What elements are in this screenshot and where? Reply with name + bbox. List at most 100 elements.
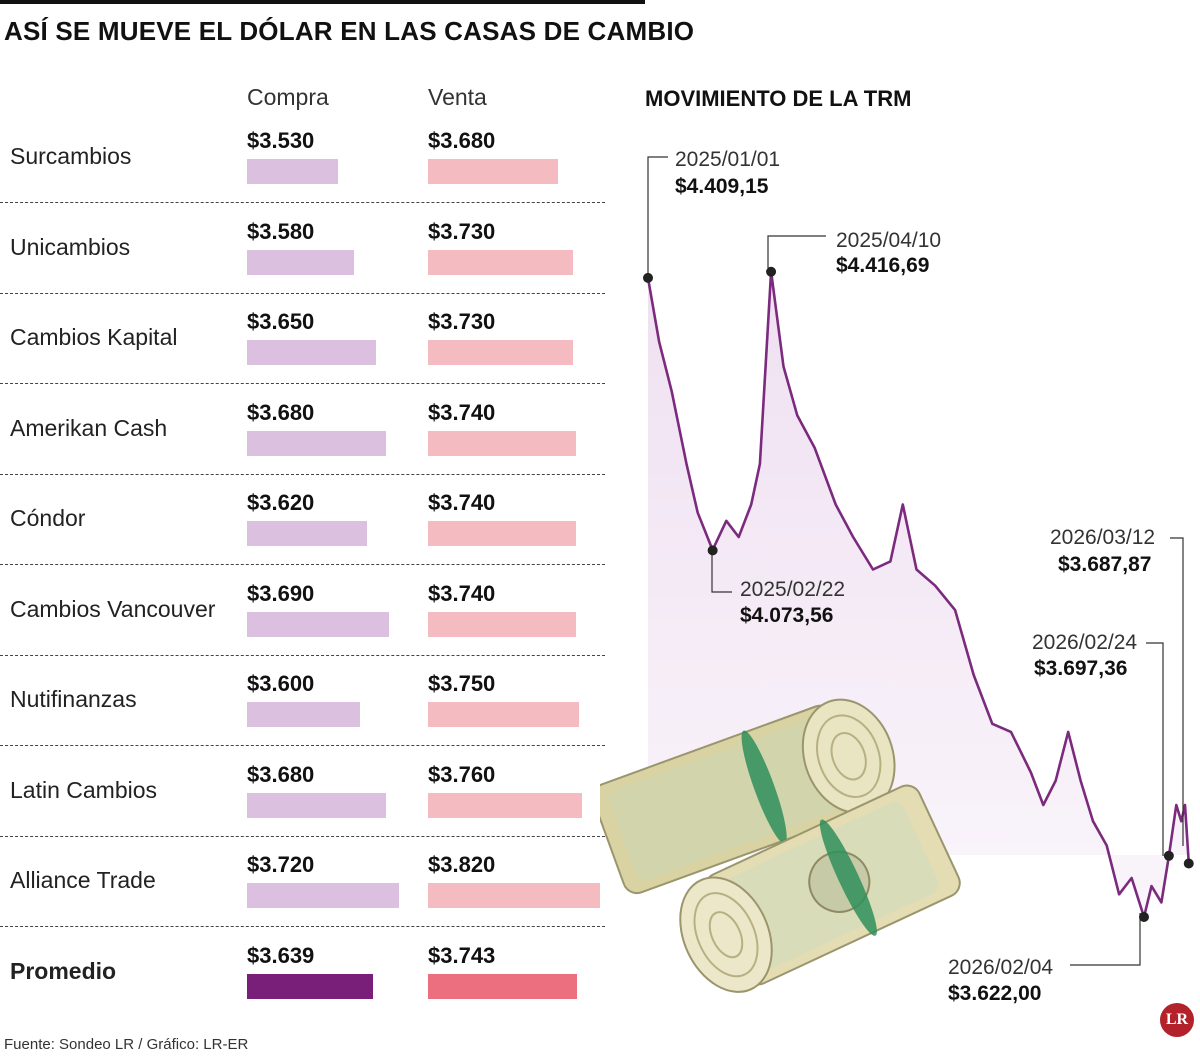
annotation-leader-line — [767, 235, 826, 268]
annotation-point — [1163, 850, 1174, 861]
sell-value: $3.740 — [428, 490, 496, 515]
table-row: Cóndor $3.620 $3.740 — [0, 475, 605, 565]
row-divider — [0, 202, 605, 203]
table-row: Amerikan Cash $3.680 $3.740 — [0, 385, 605, 475]
annotation-leader-line — [647, 156, 668, 275]
sell-value: $3.740 — [428, 399, 496, 425]
table-row: Alliance Trade $3.720 $3.820 — [0, 837, 605, 927]
buy-bar — [247, 792, 387, 818]
sell-bar — [428, 340, 573, 365]
trm-series-line — [646, 270, 1191, 919]
row-divider — [0, 835, 605, 837]
buy-value: $3.600 — [247, 671, 315, 696]
exchange-house-name: Amerikan Cash — [10, 414, 168, 441]
buy-value: $3.720 — [247, 852, 315, 877]
annotation-date-feb-low: 2025/02/22 — [740, 578, 846, 601]
buy-value: $3.680 — [247, 761, 315, 787]
annotation-date-min: 2026/02/04 — [948, 956, 1054, 979]
buy-bar — [247, 883, 399, 908]
table-row: Unicambios $3.580 $3.730 — [0, 204, 605, 294]
column-header-sell: Venta — [428, 84, 487, 110]
average-row: Promedio $3.639 $3.743 — [0, 928, 605, 1018]
table-row: Cambios Vancouver $3.690 $3.740 — [0, 566, 605, 656]
buy-bar — [247, 430, 387, 456]
exchange-house-name: Cambios Vancouver — [10, 595, 216, 622]
row-divider — [0, 654, 605, 656]
exchange-house-name: Cambios Kapital — [10, 324, 178, 350]
buy-bar — [247, 702, 361, 727]
exchange-house-name: Cóndor — [10, 505, 86, 531]
row-divider — [0, 473, 605, 475]
buy-bar — [247, 159, 338, 184]
buy-bar — [247, 611, 390, 637]
annotation-point — [1139, 912, 1150, 922]
annotation-value-april-peak: $4.416,69 — [836, 254, 930, 277]
sell-value: $3.730 — [428, 309, 496, 334]
annotation-leader-line — [1146, 642, 1164, 856]
sell-bar — [428, 702, 579, 727]
annotation-leader-line — [711, 547, 732, 593]
table-row: Surcambios $3.530 $3.680 — [0, 113, 605, 203]
trm-line-chart — [600, 156, 1194, 993]
source-note: Fuente: Sondeo LR / Gráfico: LR-ER — [4, 1036, 249, 1053]
exchange-house-name: Nutifinanzas — [10, 686, 137, 712]
buy-bar — [247, 340, 377, 365]
sell-bar — [428, 521, 576, 546]
exchange-house-name: Alliance Trade — [10, 867, 156, 893]
page-title: ASÍ SE MUEVE EL DÓLAR EN LAS CASAS DE CA… — [4, 16, 695, 46]
top-rule — [0, 0, 645, 4]
annotation-point — [766, 266, 777, 277]
buy-value: $3.639 — [247, 942, 315, 968]
buy-value: $3.690 — [247, 580, 315, 606]
buy-value: $3.650 — [247, 309, 315, 334]
exchange-house-name: Surcambios — [10, 143, 132, 169]
sell-value: $3.820 — [428, 852, 496, 877]
average-label: Promedio — [10, 957, 117, 984]
exchange-house-name: Unicambios — [10, 233, 131, 260]
sell-bar — [428, 883, 600, 908]
sell-value: $3.743 — [428, 942, 496, 968]
annotation-value-last: $3.687,87 — [1058, 553, 1152, 576]
sell-bar — [428, 973, 577, 999]
column-header-buy: Compra — [247, 84, 329, 110]
sell-value: $3.740 — [428, 580, 496, 606]
buy-value: $3.530 — [247, 128, 315, 153]
table-row: Nutifinanzas $3.600 $3.750 — [0, 656, 605, 746]
sell-value: $3.730 — [428, 218, 496, 244]
row-divider — [0, 292, 605, 294]
buy-bar — [247, 973, 373, 999]
annotation-point — [707, 545, 718, 556]
annotation-date-start: 2025/01/01 — [675, 148, 781, 171]
lr-logo: LR — [1160, 1003, 1194, 1037]
exchange-house-name: Latin Cambios — [10, 776, 158, 803]
annotation-value-min: $3.622,00 — [948, 982, 1042, 1005]
buy-value: $3.580 — [247, 218, 315, 244]
sell-bar — [428, 792, 582, 818]
annotation-date-feb24: 2026/02/24 — [1032, 631, 1138, 654]
annotation-leader-line — [1070, 913, 1141, 966]
row-divider — [0, 564, 605, 565]
sell-value: $3.750 — [428, 671, 496, 696]
buy-bar — [247, 249, 354, 275]
buy-bar — [247, 521, 367, 546]
row-divider — [0, 926, 605, 927]
sell-bar — [428, 430, 576, 456]
buy-value: $3.680 — [247, 399, 315, 425]
sell-bar — [428, 611, 576, 637]
annotation-point — [1183, 858, 1194, 869]
table-row: Cambios Kapital $3.650 $3.730 — [0, 294, 605, 384]
annotation-date-last: 2026/03/12 — [1050, 526, 1156, 549]
table-row: Latin Cambios $3.680 $3.760 — [0, 747, 605, 837]
chart-title: MOVIMIENTO DE LA TRM — [645, 86, 912, 111]
buy-value: $3.620 — [247, 490, 315, 515]
sell-bar — [428, 159, 558, 184]
sell-value: $3.680 — [428, 128, 496, 153]
banknote-rolls-illustration — [600, 698, 961, 993]
row-divider — [0, 383, 605, 384]
sell-bar — [428, 249, 573, 275]
annotation-value-feb24: $3.697,36 — [1034, 657, 1128, 680]
row-divider — [0, 745, 605, 746]
annotation-date-april-peak: 2025/04/10 — [836, 229, 942, 252]
annotation-leader-line — [1170, 537, 1184, 846]
annotation-point — [643, 272, 653, 283]
